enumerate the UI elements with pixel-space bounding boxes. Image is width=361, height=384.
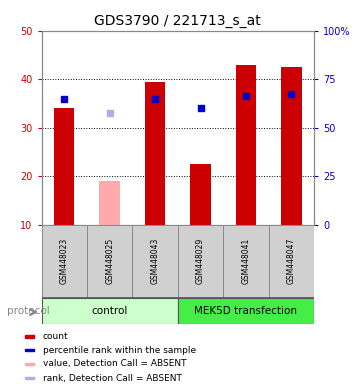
Bar bbox=[190, 164, 211, 225]
Text: MEK5D transfection: MEK5D transfection bbox=[195, 306, 297, 316]
Bar bbox=[25, 362, 34, 365]
Text: GSM448029: GSM448029 bbox=[196, 238, 205, 284]
Text: protocol: protocol bbox=[7, 306, 50, 316]
Bar bbox=[99, 181, 120, 225]
Point bbox=[288, 91, 294, 97]
Bar bbox=[281, 67, 301, 225]
Bar bbox=[42, 225, 87, 298]
Point bbox=[243, 93, 249, 99]
Bar bbox=[87, 225, 132, 298]
Bar bbox=[25, 349, 34, 351]
Bar bbox=[42, 298, 178, 324]
Bar bbox=[25, 377, 34, 379]
Point bbox=[107, 110, 113, 116]
Bar bbox=[145, 82, 165, 225]
Bar bbox=[178, 298, 314, 324]
Text: control: control bbox=[91, 306, 128, 316]
Text: value, Detection Call = ABSENT: value, Detection Call = ABSENT bbox=[43, 359, 186, 368]
Text: percentile rank within the sample: percentile rank within the sample bbox=[43, 346, 196, 354]
Text: GSM448047: GSM448047 bbox=[287, 238, 296, 284]
Point bbox=[152, 96, 158, 102]
Text: GSM448023: GSM448023 bbox=[60, 238, 69, 284]
Bar bbox=[132, 225, 178, 298]
Title: GDS3790 / 221713_s_at: GDS3790 / 221713_s_at bbox=[95, 14, 261, 28]
Text: count: count bbox=[43, 332, 68, 341]
Point bbox=[197, 105, 203, 111]
Bar bbox=[25, 335, 34, 338]
Text: GSM448043: GSM448043 bbox=[151, 238, 160, 284]
Text: rank, Detection Call = ABSENT: rank, Detection Call = ABSENT bbox=[43, 374, 181, 382]
Bar bbox=[223, 225, 269, 298]
Text: GSM448025: GSM448025 bbox=[105, 238, 114, 284]
Text: GSM448041: GSM448041 bbox=[242, 238, 251, 284]
Bar bbox=[178, 225, 223, 298]
Bar bbox=[236, 65, 256, 225]
Bar bbox=[269, 225, 314, 298]
Bar bbox=[54, 108, 74, 225]
Point bbox=[61, 96, 67, 102]
